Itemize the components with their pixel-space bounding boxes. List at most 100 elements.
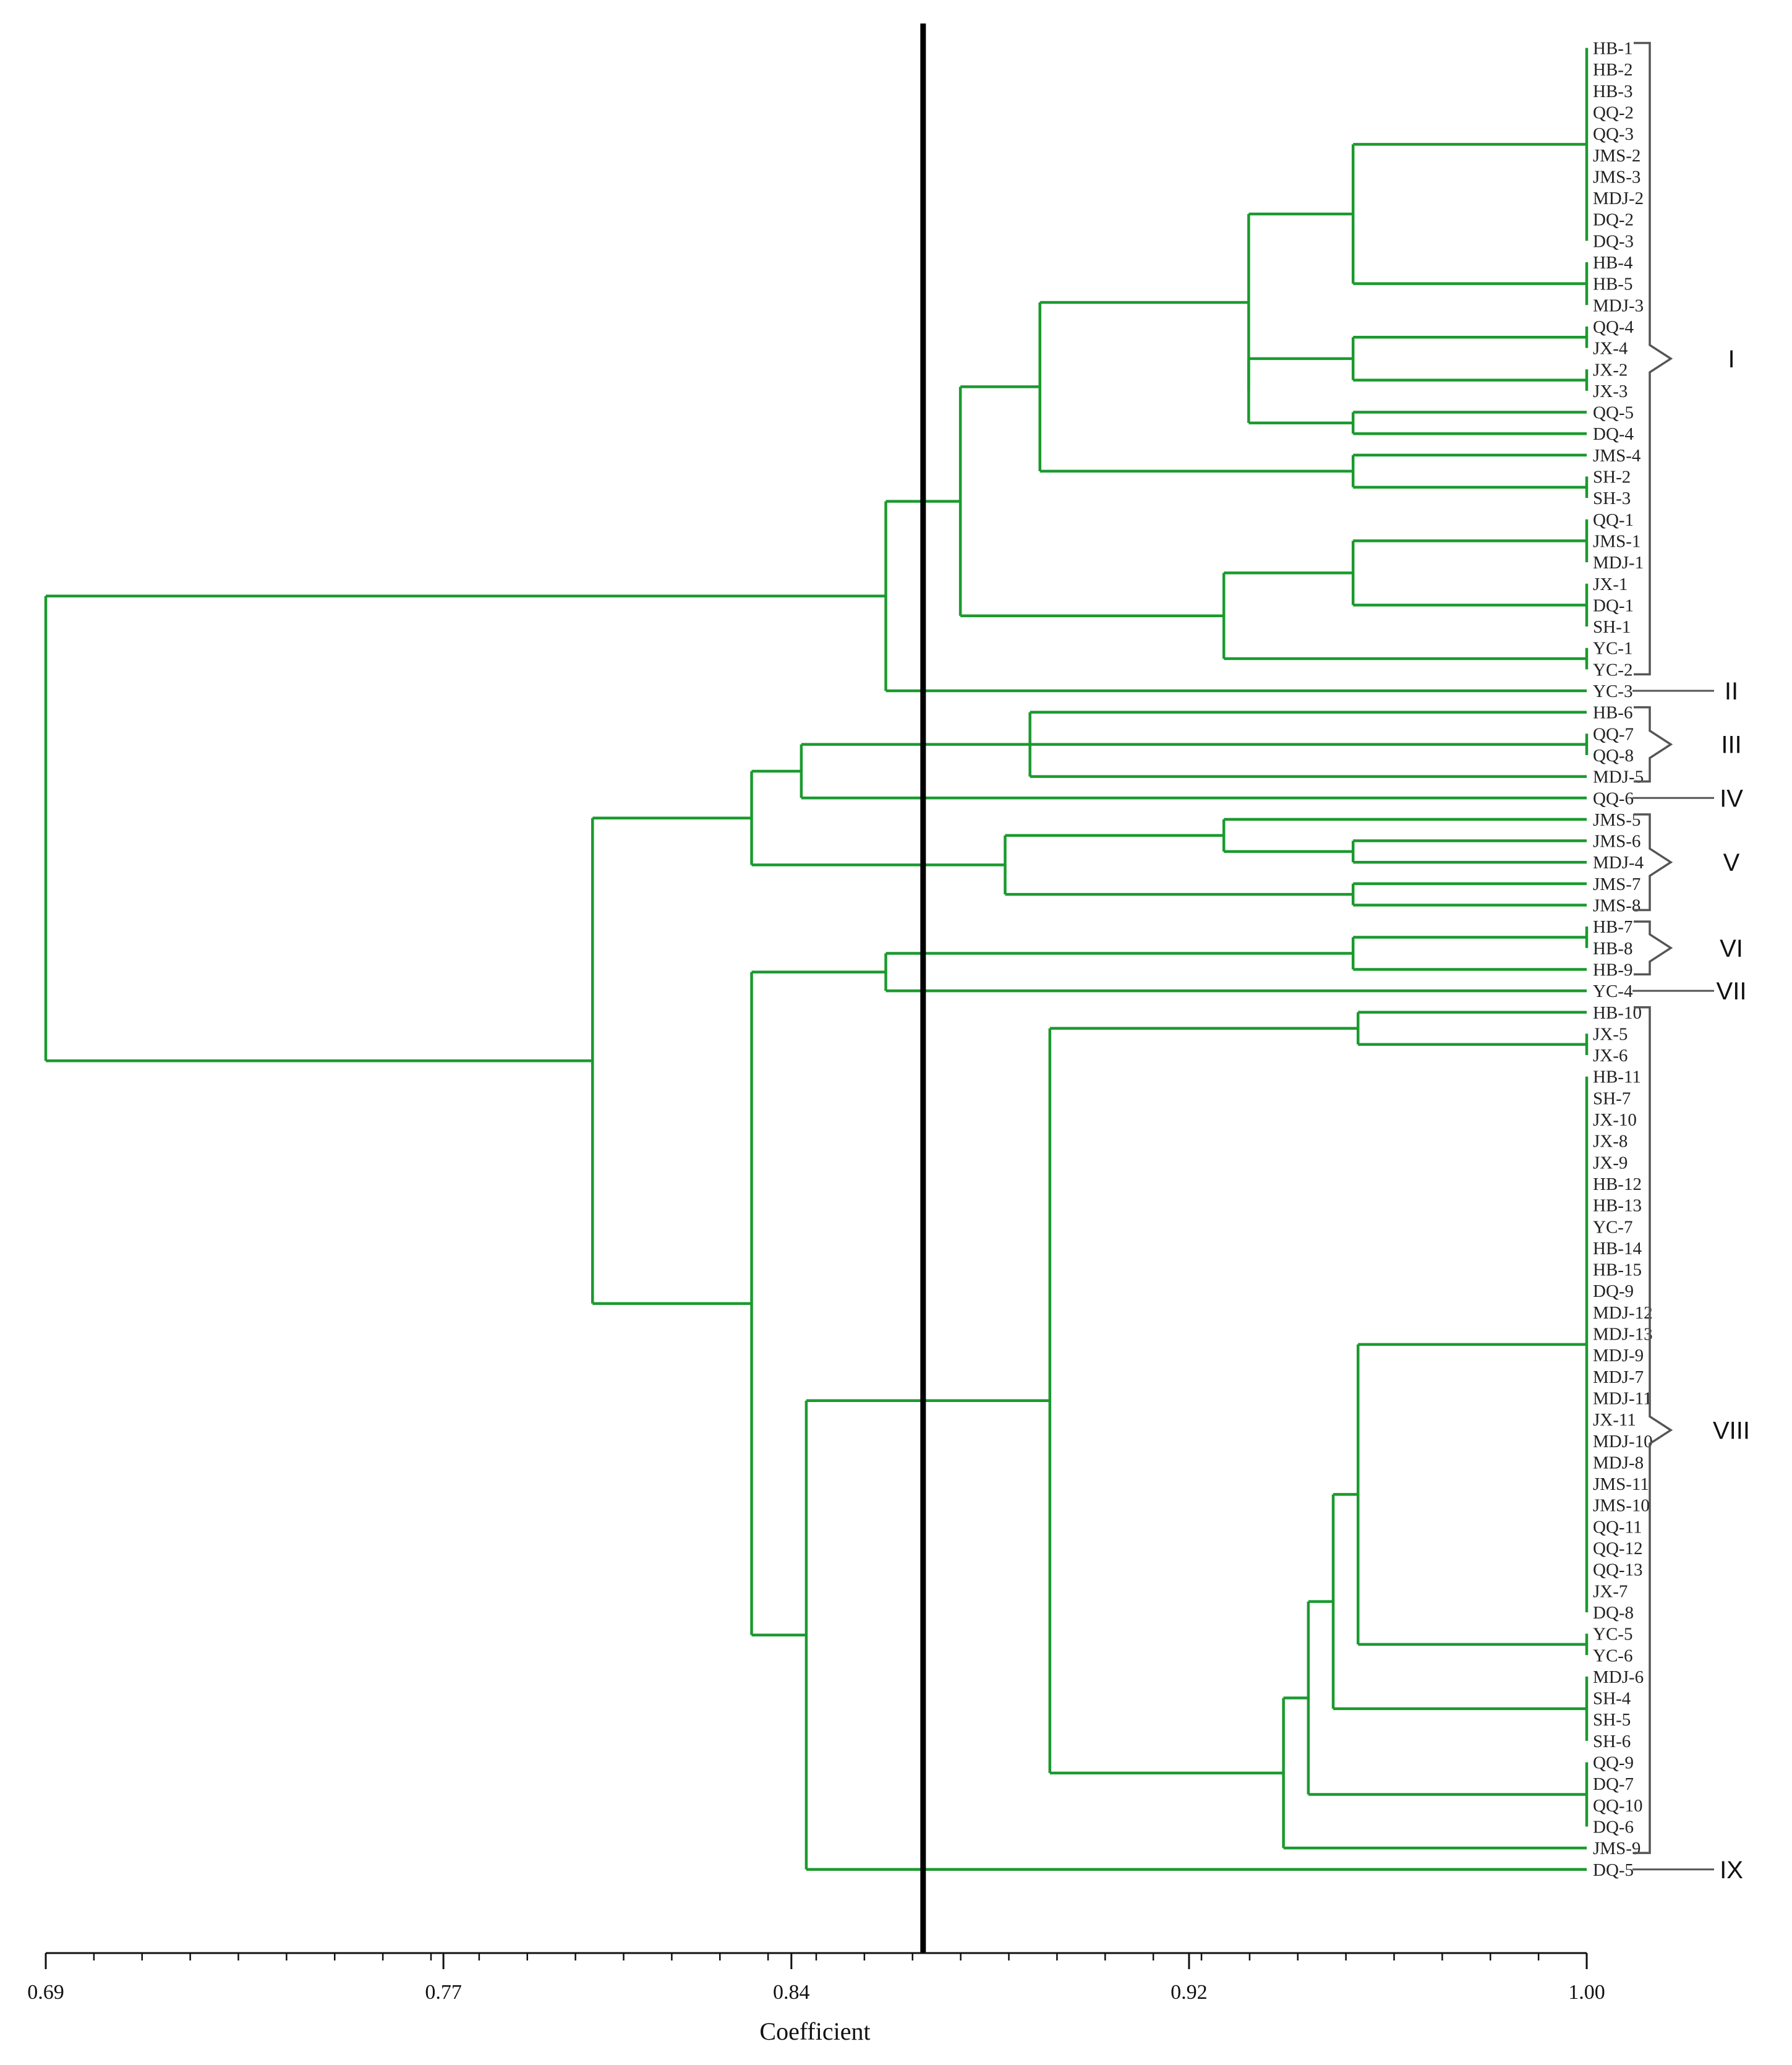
leaf-label: YC-4: [1593, 981, 1633, 1001]
leaf-label: MDJ-9: [1593, 1346, 1644, 1366]
leaf-label: HB-12: [1593, 1174, 1642, 1194]
leaf-label: HB-5: [1593, 275, 1632, 294]
leaf-label: JMS-7: [1593, 874, 1641, 894]
cluster-bracket: [1634, 813, 1673, 912]
tick-label: 0.69: [27, 1981, 64, 2004]
leaf-label: SH-2: [1593, 468, 1631, 487]
leaf-label: QQ-10: [1593, 1796, 1643, 1816]
leaf-label: MDJ-4: [1593, 853, 1644, 873]
leaf-label: SH-4: [1593, 1689, 1631, 1709]
leaf-label: QQ-2: [1593, 103, 1634, 122]
leaf-label: JX-3: [1593, 382, 1628, 401]
leaf-label: SH-1: [1593, 617, 1631, 637]
leaf-label: JMS-10: [1593, 1496, 1650, 1516]
cluster-label: II: [1725, 678, 1738, 705]
cluster-bracket: [1634, 706, 1673, 783]
leaf-label: HB-10: [1593, 1003, 1642, 1023]
leaf-label: HB-3: [1593, 82, 1632, 101]
leaf-label: HB-15: [1593, 1260, 1642, 1280]
leaf-label: JMS-8: [1593, 896, 1641, 916]
leaf-label: SH-7: [1593, 1088, 1631, 1108]
leaf-label: JMS-5: [1593, 810, 1641, 830]
leaf-label: MDJ-2: [1593, 189, 1644, 208]
leaf-label: JX-1: [1593, 575, 1628, 594]
leaf-label: HB-6: [1593, 703, 1632, 723]
leaf-label: MDJ-7: [1593, 1367, 1644, 1387]
cluster-label: VII: [1717, 978, 1747, 1005]
leaf-label: QQ-5: [1593, 403, 1634, 423]
leaf-label: JX-8: [1593, 1132, 1628, 1152]
cluster-label: V: [1723, 849, 1740, 876]
leaf-label: HB-11: [1593, 1067, 1641, 1087]
leaf-label: DQ-6: [1593, 1817, 1634, 1837]
leaf-label: HB-8: [1593, 939, 1632, 959]
leaf-label: QQ-12: [1593, 1539, 1643, 1558]
leaf-label: HB-2: [1593, 60, 1632, 80]
leaf-label: DQ-3: [1593, 231, 1634, 251]
leaf-label: JX-2: [1593, 360, 1628, 380]
leaf-label: JX-4: [1593, 339, 1628, 359]
leaf-label: JMS-6: [1593, 832, 1641, 852]
cluster-label: VI: [1720, 935, 1743, 962]
leaf-label: SH-3: [1593, 489, 1631, 508]
tick-label: 0.77: [425, 1981, 462, 2004]
leaf-label: QQ-11: [1593, 1517, 1642, 1537]
leaf-label: DQ-5: [1593, 1860, 1634, 1880]
leaf-label: MDJ-1: [1593, 553, 1644, 573]
tick-label: 1.00: [1568, 1981, 1605, 2004]
leaf-label: HB-7: [1593, 917, 1632, 937]
cluster-label: III: [1721, 732, 1741, 759]
leaf-label: DQ-9: [1593, 1281, 1634, 1301]
leaf-label: DQ-2: [1593, 210, 1634, 230]
leaf-label: DQ-8: [1593, 1603, 1634, 1623]
leaf-label: JX-5: [1593, 1024, 1628, 1044]
tick-label: 0.84: [773, 1981, 810, 2004]
tick-label: 0.92: [1171, 1981, 1208, 2004]
leaf-label: MDJ-10: [1593, 1432, 1653, 1451]
leaf-label: MDJ-11: [1593, 1388, 1652, 1408]
leaf-label: QQ-8: [1593, 746, 1634, 766]
leaf-label: DQ-7: [1593, 1774, 1634, 1794]
dendrogram-branches: [44, 48, 1589, 1871]
x-axis-ticks: 0.69 0.77 0.84 0.92 1.00: [27, 1953, 1605, 2004]
leaf-label: YC-7: [1593, 1217, 1632, 1237]
leaf-label: QQ-6: [1593, 789, 1634, 808]
x-axis: 0.69 0.77 0.84 0.92 1.00 Coefficient: [27, 1952, 1605, 2045]
leaf-label: QQ-3: [1593, 124, 1634, 144]
x-axis-title: Coefficient: [759, 2017, 870, 2045]
leaf-label: QQ-4: [1593, 317, 1634, 337]
leaf-label: JMS-2: [1593, 146, 1641, 166]
leaf-label: HB-9: [1593, 960, 1632, 980]
leaf-label: JMS-4: [1593, 446, 1641, 466]
leaf-label: MDJ-6: [1593, 1667, 1644, 1687]
leaf-label: MDJ-8: [1593, 1453, 1644, 1473]
cluster-label: IV: [1720, 785, 1743, 812]
leaf-label: SH-6: [1593, 1732, 1631, 1751]
cluster-label: IX: [1720, 1857, 1743, 1884]
cluster-bracket: [1634, 920, 1673, 976]
leaf-label: JX-7: [1593, 1581, 1628, 1601]
leaf-label: MDJ-5: [1593, 767, 1644, 787]
leaf-label: JX-11: [1593, 1410, 1636, 1430]
leaf-label: JMS-9: [1593, 1839, 1641, 1858]
leaf-label: YC-5: [1593, 1625, 1632, 1644]
leaf-label: SH-5: [1593, 1710, 1631, 1730]
leaf-label: JX-9: [1593, 1153, 1628, 1173]
cluster-bracket: [1634, 41, 1673, 676]
leaf-label: HB-4: [1593, 253, 1633, 273]
leaf-label: YC-2: [1593, 660, 1632, 680]
leaf-label: QQ-1: [1593, 510, 1634, 530]
leaf-label: HB-1: [1593, 39, 1632, 59]
leaf-label: MDJ-13: [1593, 1325, 1653, 1345]
cluster-bracket: [1634, 1006, 1673, 1854]
leaf-label: QQ-7: [1593, 724, 1634, 744]
cluster-label: VIII: [1713, 1417, 1750, 1444]
leaf-label: MDJ-12: [1593, 1303, 1653, 1323]
leaf-label: YC-6: [1593, 1646, 1632, 1665]
leaf-label: DQ-1: [1593, 596, 1634, 615]
leaf-label: DQ-4: [1593, 424, 1634, 444]
leaf-label: JMS-1: [1593, 531, 1641, 551]
leaf-label: JX-6: [1593, 1046, 1628, 1066]
leaf-label: JMS-11: [1593, 1474, 1649, 1494]
